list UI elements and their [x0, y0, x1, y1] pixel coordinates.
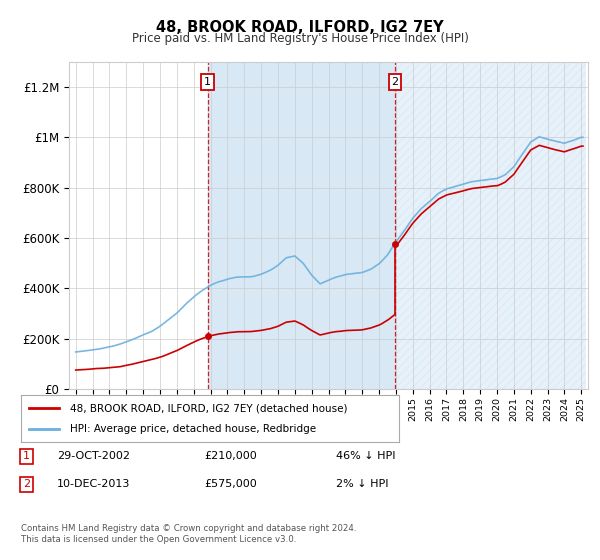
- Text: 1: 1: [204, 77, 211, 87]
- Text: Contains HM Land Registry data © Crown copyright and database right 2024.: Contains HM Land Registry data © Crown c…: [21, 524, 356, 533]
- Text: 1: 1: [23, 451, 30, 461]
- Text: 46% ↓ HPI: 46% ↓ HPI: [336, 451, 395, 461]
- Text: 48, BROOK ROAD, ILFORD, IG2 7EY: 48, BROOK ROAD, ILFORD, IG2 7EY: [156, 20, 444, 35]
- Text: 10-DEC-2013: 10-DEC-2013: [57, 479, 130, 489]
- Text: 2% ↓ HPI: 2% ↓ HPI: [336, 479, 389, 489]
- Text: Price paid vs. HM Land Registry's House Price Index (HPI): Price paid vs. HM Land Registry's House …: [131, 32, 469, 45]
- Text: £210,000: £210,000: [204, 451, 257, 461]
- Text: 29-OCT-2002: 29-OCT-2002: [57, 451, 130, 461]
- Text: This data is licensed under the Open Government Licence v3.0.: This data is licensed under the Open Gov…: [21, 535, 296, 544]
- Text: 48, BROOK ROAD, ILFORD, IG2 7EY (detached house): 48, BROOK ROAD, ILFORD, IG2 7EY (detache…: [70, 403, 347, 413]
- Text: £575,000: £575,000: [204, 479, 257, 489]
- Bar: [208, 62, 395, 389]
- Text: 2: 2: [23, 479, 30, 489]
- Text: 2: 2: [391, 77, 398, 87]
- Text: HPI: Average price, detached house, Redbridge: HPI: Average price, detached house, Redb…: [70, 424, 316, 434]
- Bar: [395, 62, 586, 389]
